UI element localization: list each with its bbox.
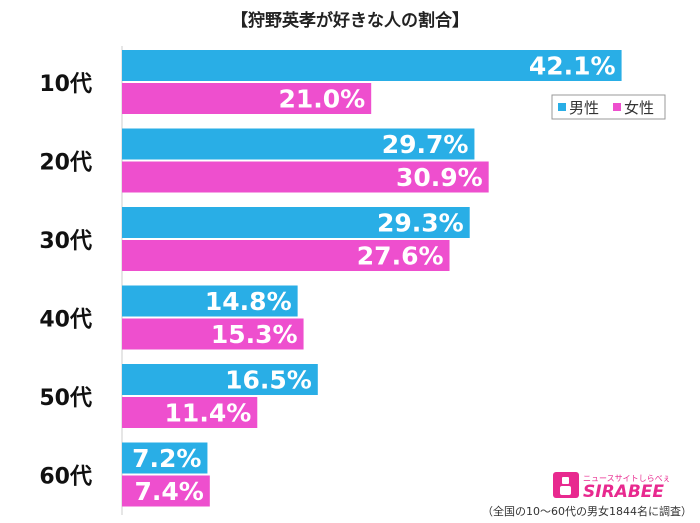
category-label: 50代: [39, 386, 92, 411]
data-label: 14.8%: [205, 287, 292, 316]
category-label: 20代: [39, 151, 92, 176]
legend-swatch: [558, 103, 566, 111]
legend-box: [551, 94, 666, 120]
survey-footnote: （全国の10〜60代の男女1844名に調査）: [482, 505, 692, 518]
data-label: 30.9%: [396, 163, 483, 192]
data-label: 29.3%: [377, 209, 464, 238]
logo-name: SIRABEE: [583, 482, 664, 500]
category-label: 10代: [39, 72, 92, 97]
data-label: 7.2%: [132, 444, 201, 473]
data-label: 27.6%: [357, 242, 444, 271]
data-label: 11.4%: [165, 399, 252, 428]
bar-female: [122, 161, 489, 193]
category-label: 60代: [39, 465, 92, 490]
bar-male: [122, 442, 208, 474]
logo-icon-bg: [553, 472, 579, 498]
data-label: 42.1%: [529, 52, 616, 81]
legend-swatch: [613, 103, 621, 111]
bar-female: [122, 475, 210, 507]
bar-female: [122, 83, 372, 114]
data-label: 29.7%: [382, 130, 469, 159]
bar-male: [122, 207, 470, 238]
bar-female: [122, 240, 450, 271]
bar-male: [122, 364, 318, 395]
data-label: 15.3%: [211, 320, 298, 349]
bar-male: [122, 285, 298, 317]
logo-tagline: ニュースサイトしらべぇ: [583, 474, 669, 483]
data-label: 21.0%: [278, 85, 365, 114]
legend-label: 女性: [624, 99, 654, 117]
bar-male: [122, 128, 475, 160]
data-label: 16.5%: [225, 366, 312, 395]
bar-male: [122, 50, 622, 81]
legend-label: 男性: [569, 99, 599, 117]
chart-title: 【狩野英孝が好きな人の割合】: [231, 11, 469, 31]
sirabee-logo: ニュースサイトしらべぇ SIRABEE: [553, 472, 669, 500]
bar-female: [122, 318, 304, 350]
data-label: 7.4%: [134, 477, 203, 506]
bar-female: [122, 397, 258, 428]
category-label: 40代: [39, 308, 92, 333]
category-label: 30代: [39, 229, 92, 254]
